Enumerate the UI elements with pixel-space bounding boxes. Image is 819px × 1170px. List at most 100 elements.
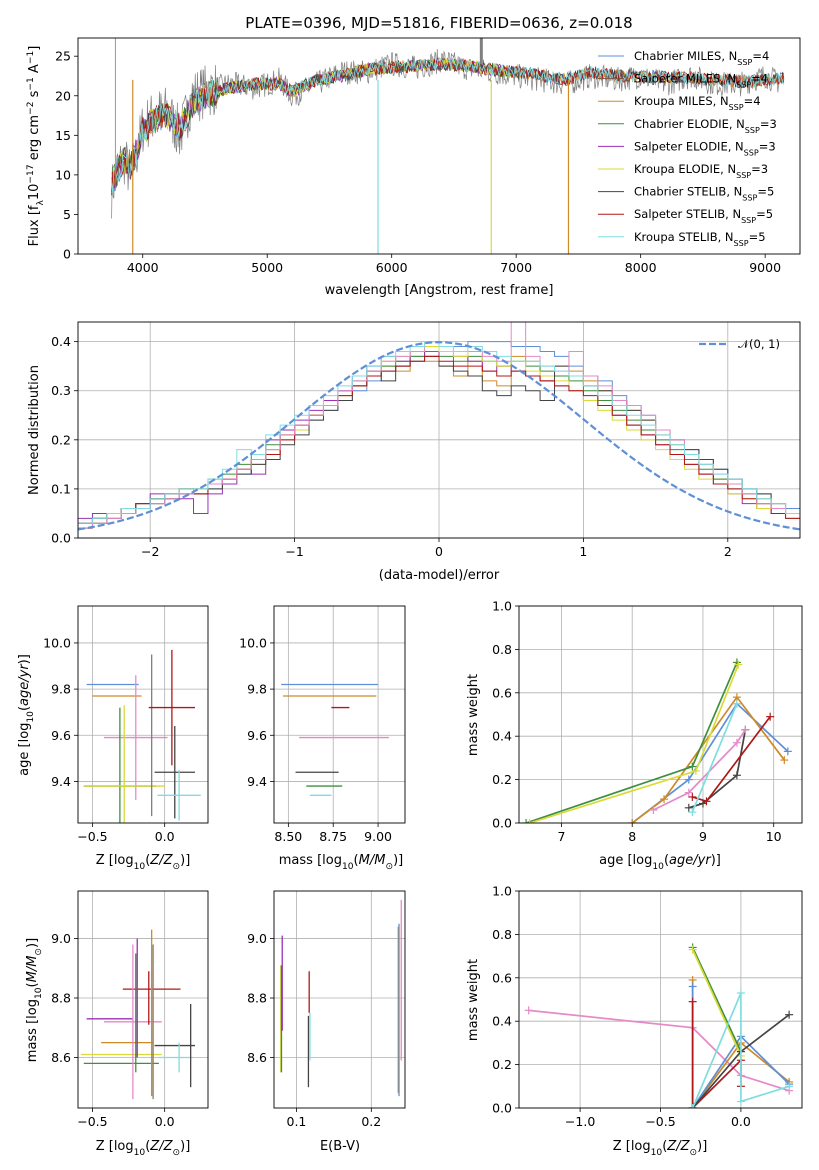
legend-label: Salpeter MILES, NSSP=4 xyxy=(634,72,768,90)
x-tick-label: −1.0 xyxy=(565,1114,595,1129)
weight-marker xyxy=(732,771,741,780)
axes-frame xyxy=(273,890,406,1109)
x-tick-label: 4000 xyxy=(127,260,159,275)
weight-marker xyxy=(783,747,792,756)
weight-z-ylabel: mass weight xyxy=(466,959,481,1041)
y-tick-label: 0.0 xyxy=(51,531,71,546)
weight-marker xyxy=(524,1006,533,1015)
residual-panel: −2 −1 0 1 2 0.0 0.1 0.2 0.3 0.4 xyxy=(51,321,801,559)
x-tick-label: −2 xyxy=(141,544,159,559)
weight-marker xyxy=(734,660,743,669)
grid-lines xyxy=(274,606,405,823)
age-mass-panel: 8.50 8.75 9.00 9.4 9.6 9.8 10.0 xyxy=(239,605,406,844)
x-tick-label: 0.0 xyxy=(731,1114,751,1129)
weight-age-xlabel: age [log10(age/yr)] xyxy=(599,853,721,872)
x-tick-label: 9.00 xyxy=(364,829,392,844)
plot-area xyxy=(281,683,389,796)
weight-marker xyxy=(741,725,750,734)
spectrum-panel: 4000 5000 6000 7000 8000 9000 0 5 10 15 20 25 xyxy=(55,37,801,275)
legend-label: Chabrier ELODIE, NSSP=3 xyxy=(634,117,777,135)
axes: −2 −1 0 1 2 0.0 0.1 0.2 0.3 0.4 xyxy=(51,321,801,559)
legend-label: Kroupa MILES, NSSP=4 xyxy=(634,94,761,112)
y-tick-label: 20 xyxy=(55,88,71,103)
weight-line-7 xyxy=(691,992,790,1108)
plot-area xyxy=(524,943,794,1108)
y-tick-label: 10 xyxy=(55,167,71,182)
weight-marker xyxy=(660,795,669,804)
y-tick-label: 9.8 xyxy=(51,682,71,697)
weight-marker xyxy=(688,945,697,954)
mass-ylabel: mass [log10(M/M⊙)] xyxy=(25,938,44,1062)
legend-label: Kroupa STELIB, NSSP=5 xyxy=(634,230,766,248)
model-spectrum-7 xyxy=(111,57,784,196)
weight-marker xyxy=(688,808,697,817)
axes-frame xyxy=(518,890,803,1109)
plot-area xyxy=(83,649,201,823)
y-tick-label: 8.6 xyxy=(51,1050,71,1065)
weight-marker xyxy=(691,766,700,775)
legend-label: Salpeter ELODIE, NSSP=3 xyxy=(634,139,776,157)
axes: 4000 5000 6000 7000 8000 9000 0 5 10 15 20 25 xyxy=(55,37,801,275)
y-tick-label: 0.2 xyxy=(492,772,512,787)
weight-line-7 xyxy=(691,703,738,813)
weight-marker xyxy=(736,1097,745,1106)
plot-area xyxy=(111,38,785,254)
age-z-xlabel: Z [log10(Z/Z⊙)] xyxy=(96,853,191,872)
age-mass-xlabel: mass [log10(M/M⊙)] xyxy=(279,853,403,872)
y-tick-label: 8.8 xyxy=(247,991,267,1006)
y-tick-label: 0.8 xyxy=(492,927,512,942)
axes-frame xyxy=(77,890,209,1109)
weight-line-4 xyxy=(691,949,742,1057)
legend-label: Chabrier MILES, NSSP=4 xyxy=(634,49,769,67)
weight-marker xyxy=(525,819,534,823)
grid-lines xyxy=(519,890,802,1109)
y-tick-label: 10.0 xyxy=(43,635,71,650)
plot-area xyxy=(522,658,792,823)
spectrum-legend: Chabrier MILES, NSSP=4 Salpeter MILES, NS… xyxy=(598,49,777,247)
y-tick-label: 25 xyxy=(55,49,71,64)
grid-lines xyxy=(78,606,208,823)
weight-marker xyxy=(688,792,697,801)
grid-lines xyxy=(519,605,802,824)
y-tick-label: 0.1 xyxy=(51,481,71,496)
weight-marker xyxy=(732,699,741,708)
y-tick-label: 8.8 xyxy=(51,991,71,1006)
axes-frame xyxy=(518,605,803,824)
x-tick-label: 8.75 xyxy=(319,829,347,844)
plot-area xyxy=(80,929,195,1100)
mass-ebv-xlabel: E(B-V) xyxy=(320,1139,360,1154)
x-tick-label: 1 xyxy=(579,544,587,559)
weight-marker xyxy=(688,982,697,991)
weight-marker xyxy=(785,1082,794,1091)
y-tick-label: 9.6 xyxy=(247,728,267,743)
axes-frame xyxy=(77,605,209,824)
weight-marker xyxy=(684,788,693,797)
x-tick-label: −0.5 xyxy=(77,1114,107,1129)
y-tick-label: 10.0 xyxy=(239,635,267,650)
grid-lines xyxy=(78,891,208,1108)
spectrum-ylabel: Flux [fλ10−17 erg cm−2 s−1 A−1] xyxy=(26,46,46,247)
x-tick-label: 8 xyxy=(628,829,636,844)
x-tick-label: −0.5 xyxy=(645,1114,675,1129)
x-tick-label: 0 xyxy=(435,544,443,559)
axes: −0.5 0.0 9.4 9.6 9.8 10.0 xyxy=(43,605,209,844)
y-tick-label: 0.3 xyxy=(51,383,71,398)
weight-age-panel: 7 8 9 10 0.0 0.2 0.4 0.6 0.8 1.0 xyxy=(492,599,803,844)
y-tick-label: 9.0 xyxy=(51,931,71,946)
weight-marker xyxy=(688,1104,697,1108)
weight-marker xyxy=(766,712,775,721)
weight-marker xyxy=(522,819,531,823)
y-tick-label: 8.6 xyxy=(247,1050,267,1065)
weight-marker xyxy=(688,762,697,771)
y-tick-label: 1.0 xyxy=(492,884,512,899)
weight-marker xyxy=(732,658,741,667)
y-tick-label: 0.2 xyxy=(51,432,71,447)
weight-marker xyxy=(688,997,697,1006)
y-tick-label: 9.0 xyxy=(247,931,267,946)
y-tick-label: 9.4 xyxy=(51,774,71,789)
weight-marker xyxy=(732,738,741,747)
x-tick-label: 0.2 xyxy=(361,1114,381,1129)
x-tick-label: 8.50 xyxy=(274,829,302,844)
legend-label: Salpeter STELIB, NSSP=5 xyxy=(634,207,773,225)
